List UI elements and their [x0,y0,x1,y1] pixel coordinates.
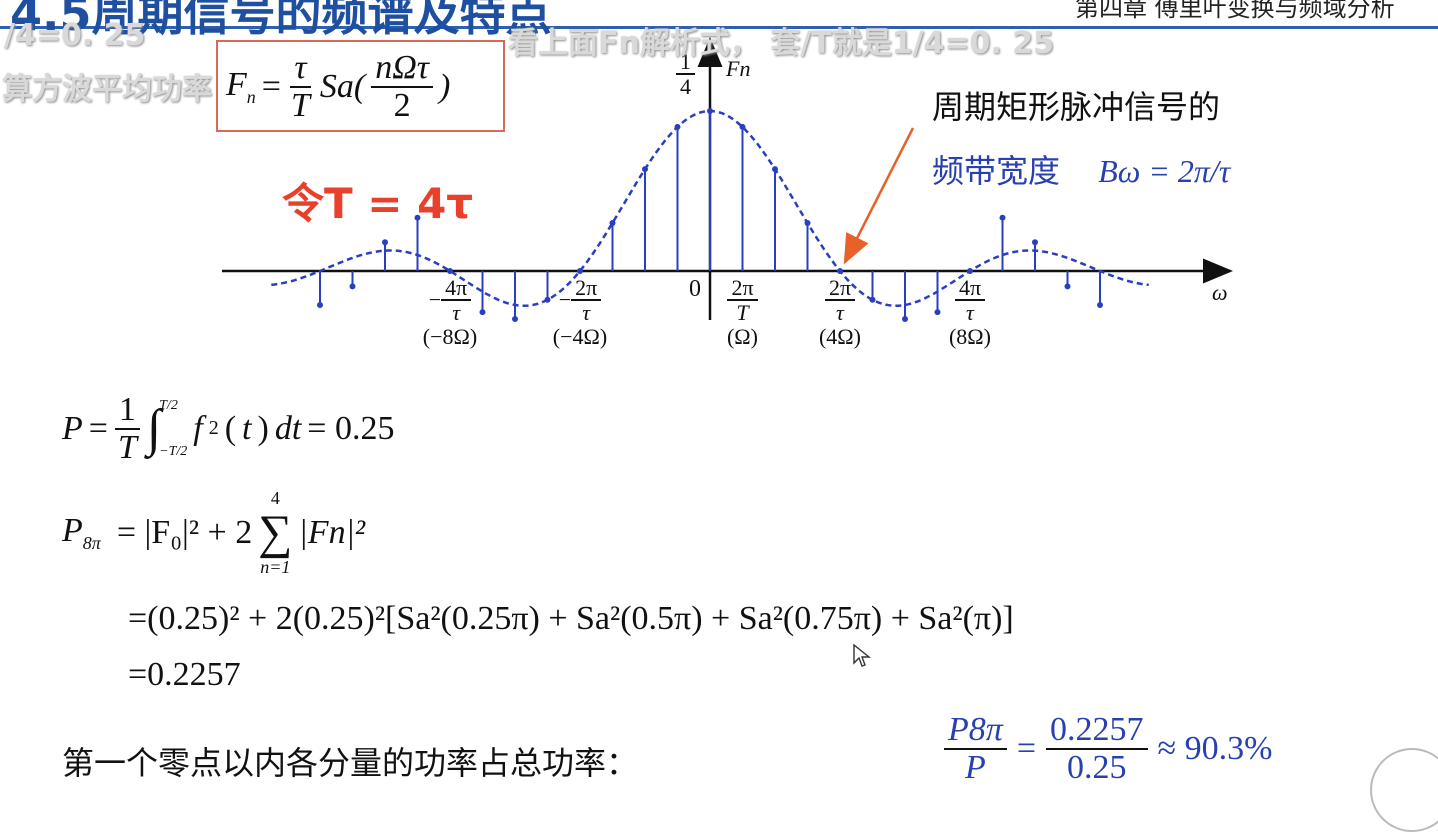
spectral-point [414,214,421,221]
spectral-point [674,123,681,130]
slide-title: 4.5周期信号的频谱及特点 [10,0,552,41]
x-tick-label: −4π τ (−8Ω) [405,276,495,350]
bandwidth-annotation-line2: 频带宽度 Bω = 2π/τ [932,152,1231,190]
spectral-point [317,301,323,308]
y-axis-label: Fn [726,56,751,81]
power-ratio: P8π P = 0.2257 0.25 ≈ 90.3% [944,712,1272,785]
formula-box [216,40,505,132]
tick-harmonic: (−4Ω) [552,324,608,350]
spectral-point [544,296,551,303]
spectral-point [772,166,778,173]
caption-line1-left: /4=0. 25 [4,18,146,53]
spectral-point [382,239,388,246]
tick-harmonic: (4Ω) [818,324,861,350]
conclusion-text: 第一个零点以内各分量的功率占总功率： [62,744,639,782]
spectral-point [999,214,1006,221]
spectral-point [349,283,356,290]
spectral-point [512,316,518,322]
tick-sign: − [558,287,572,313]
caption-line2-left: 算方波平均功率 [2,72,212,107]
spectral-point [837,268,843,274]
tick-numerator: 2π [571,276,602,302]
tick-numerator: 4π [954,276,986,302]
tick-sign: − [428,287,442,313]
spectral-point [447,268,453,274]
tick-denominator: τ [452,300,461,326]
spectral-point [1032,239,1038,246]
spectral-point [479,309,486,316]
p8pi-result: =0.2257 [128,656,241,693]
spectral-point [577,268,583,274]
x-tick-label: 2π τ (4Ω) [795,276,885,350]
annotation-arrow [843,127,915,265]
x-axis-label: ω [1212,280,1228,305]
spectral-point [934,309,941,316]
tick-numerator: 4π [441,276,472,302]
tick-harmonic: (−8Ω) [422,324,478,350]
x-tick-label: 4π τ (8Ω) [925,276,1015,350]
spectral-point [1064,283,1071,290]
mouse-pointer-icon [853,644,871,667]
bandwidth-annotation-line1: 周期矩形脉冲信号的 [932,88,1221,126]
spectral-point [902,316,908,322]
caption-line1-center: 看上面Fn解析式， 套/T就是1/4=0. 25 [508,26,1055,61]
tick-denominator: τ [582,300,591,326]
spectral-point [642,166,648,173]
origin-label: 0 [689,276,701,302]
tick-harmonic: (Ω) [726,324,758,350]
spectral-point [804,220,811,226]
spectral-point [739,123,746,130]
spectral-point [1097,301,1103,308]
tick-numerator: 2π [727,276,758,302]
x-tick-label: −2π τ (−4Ω) [535,276,625,350]
p8pi-expansion: =(0.25)² + 2(0.25)²[Sa²(0.25π) + Sa²(0.5… [128,600,1014,637]
chapter-label: 第四章 傅里叶变换与频域分析 [1075,0,1395,22]
tick-denominator: τ [836,300,844,326]
x-tick-label: 2π T (Ω) [698,276,788,350]
spectral-point [707,108,713,114]
tick-harmonic: (8Ω) [948,324,991,350]
p8pi-equation: P8π = |F₀|² + 2 4 ∑ n=1 |Fn|² [62,488,366,577]
slide-header [0,0,1438,29]
let-condition: 令T = 4τ [282,179,474,228]
spectrum-chart [222,37,1233,322]
spectral-point [967,268,973,274]
tick-denominator: T [736,300,749,326]
spectral-point [609,220,616,226]
tick-numerator: 2π [824,276,856,302]
spectral-point [869,296,876,303]
university-seal-icon [1370,748,1438,832]
tick-denominator: τ [966,300,974,326]
